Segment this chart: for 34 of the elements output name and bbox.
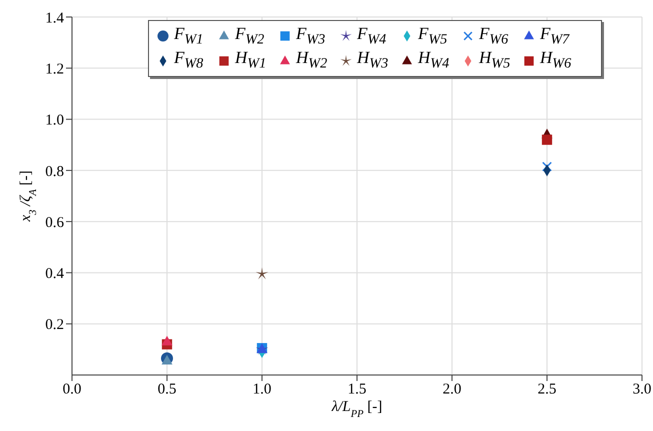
y-tick-label: 1.0 [45,112,64,129]
y-tick-label: 1.4 [45,10,64,26]
point [256,267,268,280]
x-tick-label: 1.0 [252,382,272,398]
x-axis-title: λ/L$_{PP}$ [-] [330,399,382,420]
legend-label: F$_{W4}$ [357,24,386,48]
y-tick-label: 0.8 [45,164,64,180]
y-tick-label: 0.6 [45,214,64,231]
legend-label: F$_{W1}$ [174,24,204,48]
legend-label: F$_{W2}$ [235,24,264,48]
point [162,354,172,365]
legend-label: F$_{W5}$ [418,24,448,48]
y-tick-label: 0.4 [45,266,64,282]
legend-label: H$_{W6}$ [540,48,572,73]
legend-label: H$_{W5}$ [479,48,510,73]
x-tick-label: 0.5 [158,382,176,398]
legend-label: H$_{W3}$ [357,48,388,73]
y-tick-label: 0.2 [45,317,64,334]
x-tick-label: 1.5 [348,382,366,398]
x-tick-label: 0.0 [62,382,82,398]
legend-label: H$_{W1}$ [235,48,266,73]
legend-label: H$_{W2}$ [296,48,328,73]
legend-label: H$_{W4}$ [418,48,450,73]
x-tick-label: 3.0 [632,382,652,398]
legend-label: F$_{W3}$ [296,24,326,48]
legend-label: F$_{W8}$ [174,48,204,73]
point [542,162,552,172]
y-tick-label: 1.2 [45,61,64,78]
legend-label: F$_{W7}$ [540,24,570,48]
legend-label: F$_{W6}$ [479,24,508,48]
point [542,134,552,145]
x-tick-label: 2.5 [538,382,556,398]
point [162,336,172,346]
x-tick-label: 2.0 [442,382,462,398]
